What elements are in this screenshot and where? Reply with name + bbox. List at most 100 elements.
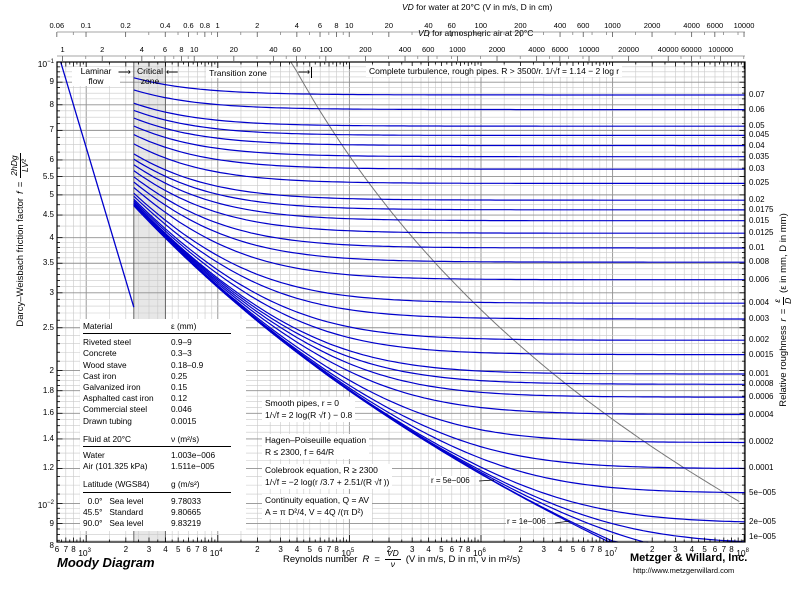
colebrook-curve-r-0.035 bbox=[133, 125, 745, 158]
roughness-value-label: 0.006 bbox=[749, 274, 770, 284]
roughness-value-label: 1e−005 bbox=[749, 532, 776, 541]
water-scale-tick-label: 0.2 bbox=[120, 21, 131, 30]
roughness-value-label: 0.0015 bbox=[749, 349, 774, 359]
colebrook-curve-r-0.07 bbox=[133, 77, 745, 96]
water-scale-tick-label: 4000 bbox=[683, 21, 700, 30]
air-scale-tick-label: 6000 bbox=[551, 45, 569, 54]
colebrook-curve-r-0.04 bbox=[133, 117, 745, 147]
roughness-value-label: 0.04 bbox=[749, 140, 765, 150]
water-scale-tick-label: 4 bbox=[294, 21, 299, 30]
y-tick-label: 5 bbox=[49, 189, 54, 199]
table-row: 45.5° Standard 9.80665 bbox=[83, 506, 201, 517]
x-tick-label: 6 bbox=[581, 545, 586, 554]
water-scale-tick-label: 400 bbox=[553, 21, 567, 30]
x-tick-label: 2 bbox=[649, 545, 655, 554]
roughness-table: Material ε (mm) Riveted steel 0.9–9 Concrete… bbox=[80, 319, 246, 532]
complete-turbulence-note: Complete turbulence, rough pipes. R > 35… bbox=[366, 66, 623, 77]
y-tick-label: 5.5 bbox=[42, 171, 54, 181]
x-tick-label: 7 bbox=[589, 545, 595, 554]
x-tick-label: 4 bbox=[426, 545, 431, 554]
y-tick-label: 8 bbox=[49, 99, 54, 109]
colebrook-curve-r-0.003 bbox=[133, 195, 745, 320]
y-tick-label: 7 bbox=[49, 125, 54, 135]
x-tick-label: 7 bbox=[63, 545, 69, 554]
roughness-value-label: 0.025 bbox=[749, 178, 770, 188]
water-scale-tick-label: 0.6 bbox=[183, 21, 194, 30]
x-decade-label: 103 bbox=[78, 547, 91, 558]
table-row: Cast iron 0.25 bbox=[83, 370, 188, 381]
y-tick-label: 2 bbox=[49, 365, 54, 375]
roughness-value-label: 0.003 bbox=[749, 314, 770, 323]
x-tick-label: 7 bbox=[721, 545, 727, 554]
colebrook-curve-r-0.004 bbox=[133, 192, 745, 304]
table-row: 0.0° Sea level 9.78033 bbox=[83, 495, 201, 506]
x-axis-title: Reynolds number R = VD ν (V in m/s, D in … bbox=[283, 548, 521, 569]
right-arrow-icon: ⟶ bbox=[297, 67, 312, 78]
table-row: Commercial steel 0.046 bbox=[83, 404, 192, 415]
table-row: Galvanized iron 0.15 bbox=[83, 382, 188, 393]
y-tick-label: 3.5 bbox=[42, 258, 54, 268]
y-tick-label: 4.5 bbox=[42, 210, 54, 220]
x-tick-label: 7 bbox=[458, 545, 463, 554]
colebrook-curve-r-0.001 bbox=[133, 201, 745, 375]
x-tick-label: 8 bbox=[71, 545, 76, 554]
x-tick-label: 3 bbox=[278, 545, 283, 554]
air-scale-tick-label: 60000 bbox=[680, 45, 702, 54]
roughness-value-label: 0.06 bbox=[749, 104, 765, 114]
roughness-value-label: 0.0001 bbox=[749, 463, 774, 473]
roughness-value-label: 2e−005 bbox=[749, 516, 776, 526]
table-row: Wood stave 0.18–0.9 bbox=[83, 359, 204, 370]
air-scale-tick-label: 2 bbox=[100, 45, 105, 54]
x-tick-label: 2 bbox=[518, 545, 523, 554]
colebrook-curve-r-0.0006 bbox=[133, 203, 745, 398]
water-scale-tick-label: 10000 bbox=[733, 21, 755, 30]
y-tick-label: 9 bbox=[49, 518, 54, 528]
water-scale-tick-label: 100 bbox=[474, 21, 488, 30]
air-scale-tick-label: 1 bbox=[60, 45, 65, 54]
air-scale bbox=[57, 55, 745, 61]
colebrook-curve-r-0.0008 bbox=[133, 202, 745, 385]
air-scale-tick-label: 600 bbox=[421, 45, 435, 54]
roughness-value-label: 5e−005 bbox=[749, 487, 776, 497]
roughness-value-label: 0.01 bbox=[749, 242, 765, 252]
table-section-header: Fluid at 20°C ν (m²/s) bbox=[83, 434, 243, 448]
colebrook-curve-r-0.06 bbox=[133, 89, 745, 111]
roughness-value-label: 0.008 bbox=[749, 257, 770, 267]
table-row: 90.0° Sea level 9.83219 bbox=[83, 518, 201, 529]
x-tick-label: 6 bbox=[54, 545, 60, 554]
y-tick-label: 1.4 bbox=[42, 433, 54, 443]
air-scale-tick-label: 20 bbox=[229, 45, 238, 54]
table-row: Concrete 0.3–3 bbox=[83, 348, 192, 359]
air-scale-tick-label: 100000 bbox=[708, 45, 734, 54]
table-row: Water 1.003e−006 bbox=[83, 450, 216, 461]
x-tick-label: 2 bbox=[255, 545, 260, 554]
inline-roughness-label-1e-006: r = 1e−006 bbox=[506, 517, 547, 526]
x-tick-label: 3 bbox=[673, 545, 678, 554]
x-tick-label: 8 bbox=[729, 545, 734, 554]
roughness-value-label: 0.07 bbox=[749, 89, 765, 99]
y-tick-label: 4 bbox=[49, 232, 54, 242]
roughness-value-label: 0.035 bbox=[749, 151, 770, 161]
x-tick-label: 4 bbox=[557, 545, 563, 554]
laminar-arrow-icon: ⟶ bbox=[118, 67, 131, 77]
water-scale-tick-label: 600 bbox=[576, 21, 590, 30]
friction-curves bbox=[133, 77, 746, 543]
critical-zone-label: Critical zone bbox=[137, 66, 163, 86]
water-scale-title: VD for water at 20°C (V in m/s, D in cm) bbox=[402, 2, 553, 12]
air-scale-tick-label: 6 bbox=[162, 45, 168, 54]
x-tick-label: 6 bbox=[317, 545, 323, 554]
smooth-pipes-note: Smooth pipes, r = 0 1/√f = 2 log(R √f ) −… bbox=[262, 397, 356, 422]
roughness-value-label: 0.0125 bbox=[749, 228, 774, 238]
water-scale-tick-label: 2 bbox=[255, 21, 260, 30]
y-axis-fraction: 2hDg LV² bbox=[9, 153, 30, 178]
air-scale-tick-label: 400 bbox=[398, 45, 412, 54]
air-scale-tick-label: 40 bbox=[269, 45, 278, 54]
table-row: Drawn tubing 0.0015 bbox=[83, 415, 197, 426]
colebrook-curve-r-0.045 bbox=[133, 109, 745, 136]
y-tick-label: 6 bbox=[49, 154, 54, 164]
roughness-value-label: 0.0175 bbox=[749, 204, 774, 214]
x-decade-label: 107 bbox=[604, 547, 618, 558]
air-scale-tick-label: 100 bbox=[319, 45, 333, 54]
water-scale-tick-label: 200 bbox=[514, 21, 527, 30]
x-tick-label: 4 bbox=[689, 545, 695, 554]
